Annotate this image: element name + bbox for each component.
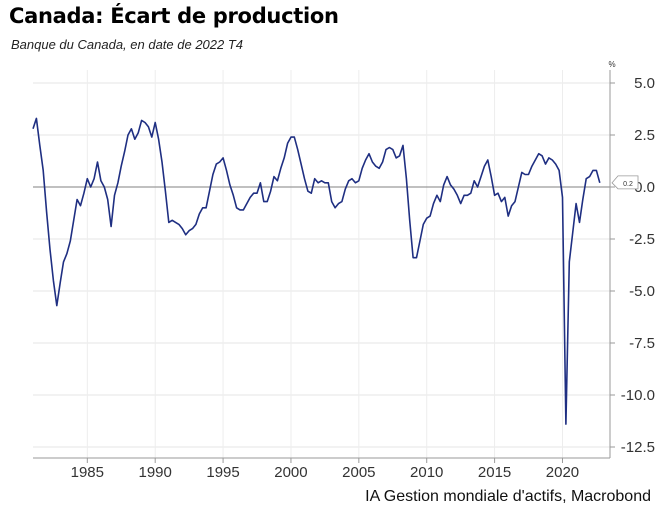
series-layer [32,117,601,425]
chart-source: IA Gestion mondiale d'actifs, Macrobond [365,488,651,505]
y-unit-label: % [608,60,615,69]
x-tick-label: 2015 [478,464,511,481]
last-value-label: 0.2 [623,181,633,188]
x-tick-label: 1995 [206,464,239,481]
x-tick-label: 1985 [71,464,104,481]
y-tick-label: 2.5 [634,127,655,144]
x-tick-label: 2005 [342,464,375,481]
x-tick-label: 2000 [274,464,307,481]
chart-subtitle: Banque du Canada, en date de 2022 T4 [11,37,244,52]
gridlines [33,70,610,458]
y-tick-label: -10.0 [621,387,655,404]
x-tick-label: 2010 [410,464,443,481]
y-tick-label: 0.0 [634,179,655,196]
y-tick-label: -12.5 [621,439,655,456]
y-tick-label: -2.5 [629,231,655,248]
last-value-badge [611,175,639,190]
y-tick-label: -7.5 [629,335,655,352]
x-tick-label: 1990 [139,464,172,481]
series-line [32,117,601,425]
y-tick-label: -5.0 [629,283,655,300]
labels: 5.0 2.5 0.0 -2.5 -5.0 -7.5 -10.0 -12.5% 1985 1990… [71,60,655,481]
chart-title: Canada: Écart de production [9,4,339,28]
x-tick-label: 2020 [546,464,579,481]
y-tick-label: 5.0 [634,75,655,92]
axes [33,70,615,463]
